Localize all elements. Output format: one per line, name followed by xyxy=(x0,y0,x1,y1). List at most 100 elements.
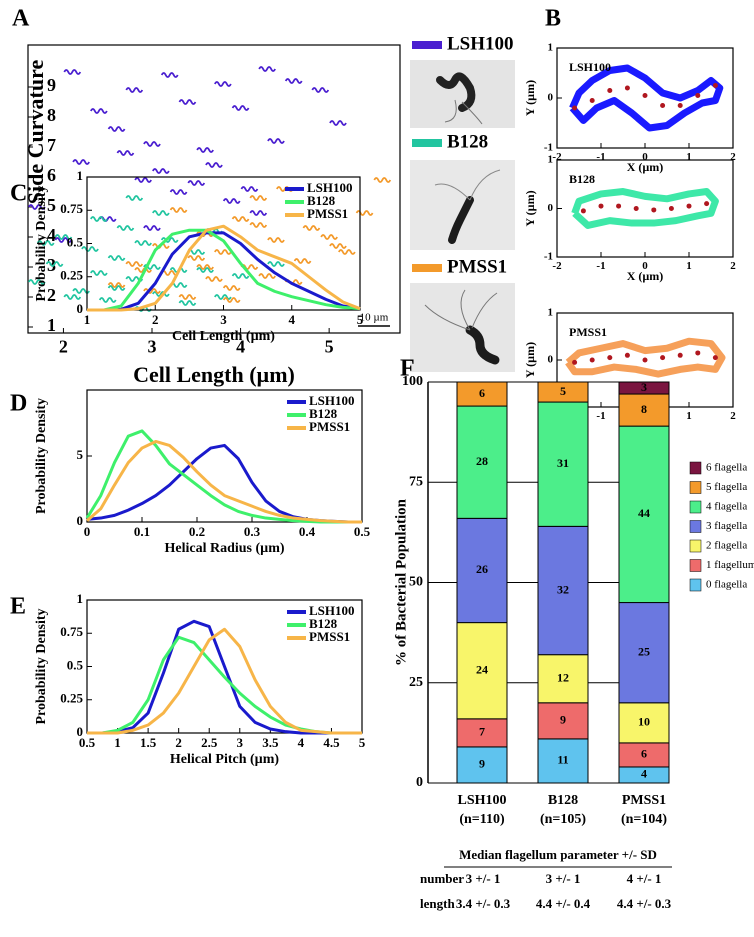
x-tick-label: 2 xyxy=(175,735,182,750)
cell-glyph xyxy=(169,189,188,195)
x-tick-label: 0 xyxy=(84,524,91,539)
x-axis-label: Helical Radius (µm) xyxy=(164,541,284,556)
cell-glyph xyxy=(329,243,347,249)
cell-glyph xyxy=(45,261,64,267)
bacterium xyxy=(448,196,474,244)
cell-glyph xyxy=(125,195,144,201)
y-axis-label: Y (µm) xyxy=(523,80,537,116)
centerline-point xyxy=(712,83,718,88)
legend-swatch xyxy=(689,500,702,514)
centerline-point xyxy=(660,103,666,108)
x-tick-label: 3 xyxy=(220,312,227,327)
cell-glyph xyxy=(107,285,126,291)
x-tick-label: LSH100 xyxy=(457,793,506,808)
segment-label: 8 xyxy=(641,402,647,416)
centerline-point xyxy=(686,203,692,209)
x-tick-label: 3 xyxy=(237,735,244,750)
cell-outline xyxy=(571,188,719,229)
cell-glyph xyxy=(302,225,321,231)
centerline-point xyxy=(677,352,683,358)
cell-glyph xyxy=(36,240,55,246)
x-tick-label: -1 xyxy=(596,151,605,163)
flagellum xyxy=(434,169,501,201)
legend-swatch xyxy=(689,539,702,553)
segment-label: 10 xyxy=(638,715,650,729)
centerline-point xyxy=(668,206,674,211)
x-tick-label: 1 xyxy=(84,312,91,327)
x-tick-label: 0.3 xyxy=(244,524,261,539)
cell-glyph xyxy=(320,234,338,240)
bar-segment xyxy=(456,746,508,784)
y-tick-label: 0.25 xyxy=(60,268,83,283)
cell-glyph xyxy=(196,267,214,273)
cell-glyph xyxy=(338,249,356,255)
x-tick-label: 4 xyxy=(298,735,305,750)
legend-label: 0 flagella xyxy=(706,579,747,591)
x-tick-label: 4 xyxy=(236,336,245,356)
centerline-point xyxy=(580,208,586,214)
cell-glyph xyxy=(178,99,197,105)
cell-glyph xyxy=(143,141,161,147)
legend-label: LSH100 xyxy=(307,180,353,195)
centerline-point xyxy=(589,98,595,103)
cell-glyph xyxy=(258,66,276,72)
cell-glyph xyxy=(231,105,250,111)
centerline-point xyxy=(598,203,604,209)
legend-label: LSH100 xyxy=(309,603,355,618)
legend-swatch xyxy=(412,139,442,147)
cell-glyph xyxy=(214,81,232,87)
x-tick-label: B128 xyxy=(548,793,578,808)
legend-label: PMSS1 xyxy=(307,206,348,221)
y-tick-label: 0 xyxy=(548,354,554,366)
bar-segment xyxy=(456,622,508,720)
centerline-point xyxy=(633,206,639,211)
y-tick-label: 25 xyxy=(409,675,423,690)
segment-label: 9 xyxy=(479,757,485,771)
cell-glyph xyxy=(205,276,223,282)
centerline-point xyxy=(607,88,613,93)
cell-glyph xyxy=(267,138,285,144)
density-curve xyxy=(87,627,362,735)
x-tick-label: -2 xyxy=(552,260,562,272)
x-axis-label: Cell Length (µm) xyxy=(172,329,275,344)
y-tick-label: 0.75 xyxy=(60,624,83,639)
legend-label: B128 xyxy=(309,406,338,421)
x-tick-label: 0 xyxy=(642,151,648,163)
bar-segment xyxy=(618,602,670,704)
segment-label: 9 xyxy=(560,713,566,727)
flagellum xyxy=(424,289,498,331)
micrographs xyxy=(410,60,515,372)
centerline-point xyxy=(624,85,630,91)
x-tick-label: 0.5 xyxy=(79,735,96,750)
legend-label: B128 xyxy=(309,616,338,631)
y-tick-label: 0.5 xyxy=(67,657,84,672)
cell-glyph xyxy=(81,246,99,252)
legend-swatch xyxy=(689,578,702,592)
x-axis-label: Cell Length (µm) xyxy=(133,362,295,387)
y-tick-label: 0 xyxy=(548,202,554,214)
bar-segment xyxy=(618,425,670,604)
cell-glyph xyxy=(143,225,161,231)
bar-segment xyxy=(537,401,589,527)
x-tick-label: 2.5 xyxy=(201,735,218,750)
bar-segment xyxy=(618,393,670,427)
cell-glyph xyxy=(355,210,374,216)
density-curve xyxy=(86,443,362,524)
subplot-title: LSH100 xyxy=(569,60,611,74)
y-tick-label: 1 xyxy=(548,154,554,166)
x-tick-label: 3 xyxy=(148,336,157,356)
parameter-table: Median flagellum parameter +/- SD number… xyxy=(420,847,672,911)
cell-glyph xyxy=(267,261,285,267)
cell-glyph xyxy=(28,279,46,285)
segment-label: 3 xyxy=(641,380,647,394)
bar-segment xyxy=(537,525,589,656)
cell-glyph xyxy=(311,87,330,93)
segment-label: 5 xyxy=(560,384,566,398)
segment-label: 25 xyxy=(638,644,650,658)
segment-label: 32 xyxy=(557,582,569,596)
density-curve xyxy=(86,439,362,524)
cell-glyph xyxy=(72,288,90,294)
y-tick-label: 1 xyxy=(47,315,56,335)
y-tick-label: 75 xyxy=(409,474,423,489)
y-axis-label: Side Curvature xyxy=(23,60,48,205)
